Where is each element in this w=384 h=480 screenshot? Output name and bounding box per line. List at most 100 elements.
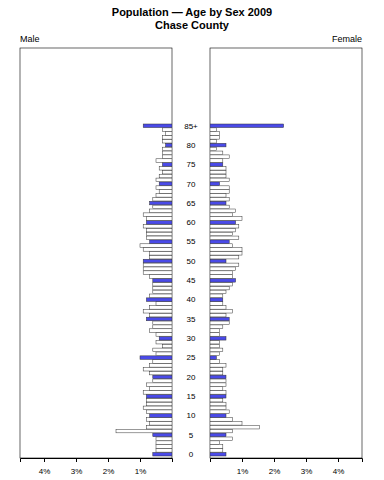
tick-label: 45: [187, 276, 196, 285]
bar: [210, 147, 216, 151]
tick: 3%: [301, 458, 313, 476]
bar: [210, 252, 242, 256]
bar: [210, 248, 242, 252]
bar: [210, 433, 226, 437]
bar: [153, 325, 172, 329]
bar: [153, 433, 172, 437]
tick-label: 2%: [269, 467, 281, 476]
tick-label: 85+: [184, 122, 198, 131]
bar: [210, 352, 220, 356]
bar: [150, 387, 172, 391]
bar: [210, 410, 229, 414]
bar: [162, 344, 172, 348]
bar: [143, 124, 172, 128]
bar: [210, 190, 229, 194]
bar: [210, 337, 226, 341]
bar: [150, 209, 172, 213]
tick-label: 1%: [237, 467, 249, 476]
bar: [162, 139, 172, 143]
bar: [210, 402, 226, 406]
bar: [162, 151, 172, 155]
tick: 1%: [135, 458, 147, 476]
bar: [210, 244, 232, 248]
bar: [156, 333, 172, 337]
bar: [146, 418, 172, 422]
bar: [210, 228, 236, 232]
bar: [210, 182, 220, 186]
bar: [153, 282, 172, 286]
bar: [210, 186, 229, 190]
bar: [210, 344, 220, 348]
tick-label: 10: [187, 411, 196, 420]
bar: [153, 286, 172, 290]
tick-label: 15: [187, 392, 196, 401]
plot-frame: [20, 48, 172, 458]
bar: [146, 402, 172, 406]
bar: [166, 132, 172, 136]
bar: [156, 186, 172, 190]
bar: [210, 418, 232, 422]
bar: [210, 282, 232, 286]
series-label: Female: [332, 34, 362, 44]
tick: 2%: [269, 458, 281, 476]
bar: [210, 159, 223, 163]
bar: [156, 437, 172, 441]
bar: [210, 124, 284, 128]
tick-label: 1%: [135, 467, 147, 476]
bar: [210, 317, 229, 321]
bar: [116, 429, 172, 433]
bar: [150, 240, 172, 244]
bar: [210, 302, 223, 306]
bar: [210, 441, 220, 445]
bar: [210, 329, 220, 333]
tick-label: 4%: [39, 467, 51, 476]
tick-label: 30: [187, 334, 196, 343]
bar: [159, 174, 172, 178]
bar: [143, 406, 172, 410]
bar: [150, 275, 172, 279]
bar: [166, 143, 172, 147]
tick-label: 65: [187, 199, 196, 208]
bar: [210, 422, 242, 426]
bar: [153, 290, 172, 294]
bar: [143, 248, 172, 252]
bar: [210, 387, 223, 391]
bar: [210, 449, 223, 453]
bar: [210, 143, 226, 147]
tick: 1%: [237, 458, 249, 476]
bar: [143, 271, 172, 275]
bar: [156, 445, 172, 449]
bar: [143, 267, 172, 271]
bar: [210, 294, 223, 298]
bar: [210, 333, 220, 337]
axis-line: [211, 459, 363, 463]
x-axis: 1%2%3%4%: [21, 458, 173, 476]
bar: [143, 309, 172, 313]
bar: [146, 398, 172, 402]
bar: [210, 429, 232, 433]
title: Population — Age by Sex 2009: [112, 6, 272, 18]
bar: [159, 190, 172, 194]
bar: [210, 367, 223, 371]
bar: [162, 136, 172, 140]
x-axis: 1% 2% 3% 4%: [211, 458, 363, 476]
tick-mark: [76, 458, 77, 462]
bar: [210, 398, 223, 402]
tick: 3%: [71, 458, 83, 476]
tick-label: 4%: [333, 467, 345, 476]
tick-label: 35: [187, 315, 196, 324]
bar: [210, 371, 223, 375]
bar: [156, 352, 172, 356]
bar: [146, 232, 172, 236]
bar: [143, 263, 172, 267]
bar: [210, 321, 229, 325]
tick: 4%: [39, 458, 51, 476]
tick-label: 80: [187, 141, 196, 150]
bar: [156, 302, 172, 306]
bar: [156, 449, 172, 453]
bar: [143, 367, 172, 371]
bar: [143, 259, 172, 263]
bar: [153, 321, 172, 325]
bar: [210, 379, 226, 383]
bar: [162, 128, 172, 132]
